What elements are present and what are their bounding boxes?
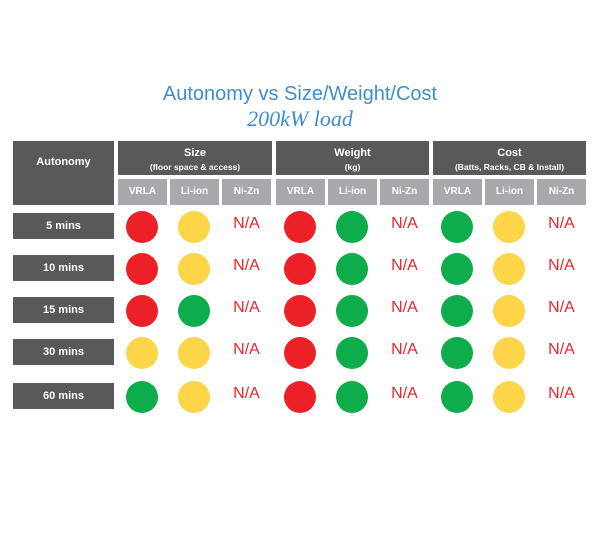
cell-weight-li-ion-green-dot [336, 211, 368, 243]
cell-size-ni-zn-na: N/A [233, 215, 260, 232]
subheader-cost-ni-zn: Ni-Zn [537, 179, 586, 205]
cell-size-vrla-red-dot [126, 211, 158, 243]
header-group-weight: Weight (kg) [276, 141, 429, 175]
cell-size-li-ion-yellow-dot [178, 253, 210, 285]
cell-weight-vrla-red-dot [284, 381, 316, 413]
subheader-cost-li-ion: Li-ion [485, 179, 534, 205]
cell-weight-ni-zn-na: N/A [391, 385, 418, 402]
cell-size-vrla-red-dot [126, 295, 158, 327]
cell-size-vrla-yellow-dot [126, 337, 158, 369]
header-group-size-sub: (floor space & access) [149, 162, 241, 172]
cell-size-li-ion-yellow-dot [178, 211, 210, 243]
cell-size-ni-zn-na: N/A [233, 341, 260, 358]
cell-weight-li-ion-green-dot [336, 295, 368, 327]
subheader-weight-li-ion: Li-ion [328, 179, 377, 205]
subheader-size-ni-zn: Ni-Zn [222, 179, 271, 205]
cell-cost-li-ion-yellow-dot [493, 295, 525, 327]
cell-weight-li-ion-green-dot [336, 253, 368, 285]
subheader-size-li-ion: Li-ion [170, 179, 219, 205]
subheader-weight-vrla: VRLA [276, 179, 325, 205]
row-label: 5 mins [13, 213, 114, 239]
cell-cost-li-ion-yellow-dot [493, 253, 525, 285]
cell-cost-vrla-green-dot [441, 381, 473, 413]
cell-weight-vrla-red-dot [284, 253, 316, 285]
header-group-size: Size (floor space & access) [118, 141, 272, 175]
page-subtitle: 200kW load [247, 106, 353, 131]
cell-size-ni-zn-na: N/A [233, 385, 260, 402]
cell-cost-li-ion-yellow-dot [493, 337, 525, 369]
header-group-size-label: Size [183, 147, 206, 159]
cell-cost-ni-zn-na: N/A [548, 257, 575, 274]
cell-size-li-ion-yellow-dot [178, 337, 210, 369]
header-group-weight-label: Weight [334, 147, 371, 159]
cell-size-ni-zn-na: N/A [233, 257, 260, 274]
cell-cost-vrla-green-dot [441, 253, 473, 285]
subheader-weight-ni-zn: Ni-Zn [380, 179, 429, 205]
cell-weight-vrla-red-dot [284, 295, 316, 327]
header-group-cost: Cost (Batts, Racks, CB & Install) [433, 141, 586, 175]
cell-size-vrla-red-dot [126, 253, 158, 285]
header-autonomy: Autonomy [13, 141, 114, 205]
cell-cost-li-ion-yellow-dot [493, 211, 525, 243]
cell-cost-li-ion-yellow-dot [493, 381, 525, 413]
row-label: 30 mins [13, 339, 114, 365]
cell-cost-ni-zn-na: N/A [548, 385, 575, 402]
cell-size-li-ion-green-dot [178, 295, 210, 327]
cell-weight-ni-zn-na: N/A [391, 299, 418, 316]
subheader-cost-vrla: VRLA [433, 179, 482, 205]
cell-cost-ni-zn-na: N/A [548, 299, 575, 316]
cell-weight-ni-zn-na: N/A [391, 341, 418, 358]
page-title: Autonomy vs Size/Weight/Cost [162, 83, 438, 105]
cell-weight-li-ion-green-dot [336, 381, 368, 413]
cell-size-ni-zn-na: N/A [233, 299, 260, 316]
cell-weight-vrla-red-dot [284, 211, 316, 243]
cell-cost-ni-zn-na: N/A [548, 341, 575, 358]
cell-weight-ni-zn-na: N/A [391, 215, 418, 232]
cell-cost-vrla-green-dot [441, 211, 473, 243]
cell-weight-li-ion-green-dot [336, 337, 368, 369]
header-group-cost-label: Cost [497, 147, 522, 159]
header-group-cost-sub: (Batts, Racks, CB & Install) [454, 162, 565, 172]
cell-cost-vrla-green-dot [441, 295, 473, 327]
row-label: 60 mins [13, 383, 114, 409]
cell-weight-ni-zn-na: N/A [391, 257, 418, 274]
row-label: 15 mins [13, 297, 114, 323]
cell-cost-vrla-green-dot [441, 337, 473, 369]
cell-cost-ni-zn-na: N/A [548, 215, 575, 232]
cell-weight-vrla-red-dot [284, 337, 316, 369]
subheader-size-vrla: VRLA [118, 179, 167, 205]
cell-size-li-ion-yellow-dot [178, 381, 210, 413]
row-label: 10 mins [13, 255, 114, 281]
cell-size-vrla-green-dot [126, 381, 158, 413]
header-group-weight-sub: (kg) [344, 162, 361, 172]
